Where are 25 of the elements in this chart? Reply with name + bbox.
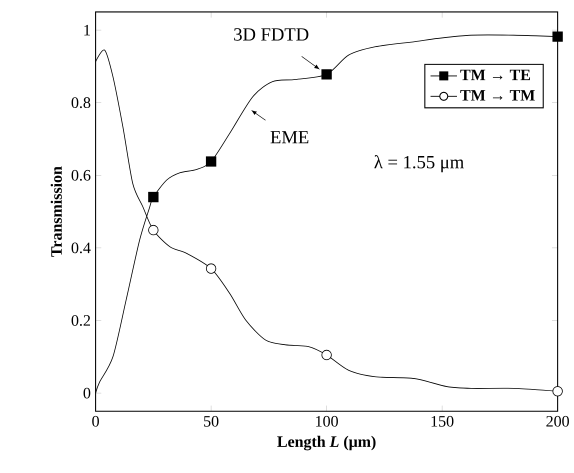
y-axis-title: Transmission xyxy=(50,166,62,257)
point xyxy=(552,31,563,42)
point xyxy=(206,263,216,274)
y-tick-label: 0 xyxy=(84,388,90,398)
legend-label: TM → TM xyxy=(460,90,535,101)
legend-label: TM → TE xyxy=(460,70,530,80)
annotation: λ = 1.55 μm xyxy=(374,155,464,172)
annotation: 3D FDTD xyxy=(234,28,308,41)
point xyxy=(206,156,216,167)
annotation: EME xyxy=(270,131,308,144)
y-tick-label: 0.8 xyxy=(72,97,90,108)
x-tick-label: 150 xyxy=(432,416,454,427)
x-tick-label: 50 xyxy=(204,416,218,427)
point xyxy=(321,69,332,80)
point xyxy=(148,192,159,202)
x-axis-title: Length L (μm) xyxy=(277,436,376,450)
point xyxy=(148,224,159,236)
y-tick-label: 1 xyxy=(84,24,90,36)
y-tick-label: 0.6 xyxy=(72,170,90,181)
x-tick-label: 200 xyxy=(546,416,569,427)
y-tick-label: 0.4 xyxy=(72,242,91,254)
x-tick-label: 100 xyxy=(316,416,338,427)
y-tick-label: 0.2 xyxy=(72,315,90,326)
x-tick-label: 0 xyxy=(92,416,99,427)
point xyxy=(321,350,332,360)
